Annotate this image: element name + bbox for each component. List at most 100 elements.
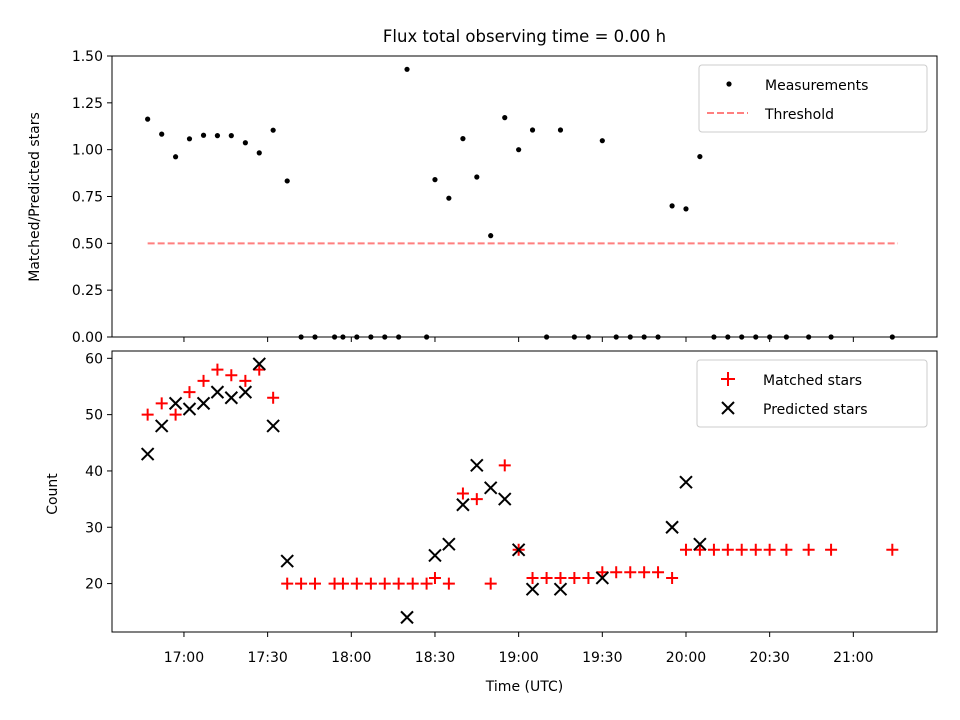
measurement-point (404, 66, 410, 72)
measurement-point (159, 131, 165, 137)
matched-star-point (211, 363, 224, 376)
measurement-point (502, 115, 508, 121)
matched-star-point (652, 566, 665, 579)
measurement-point (270, 127, 276, 133)
matched-star-point (679, 543, 692, 556)
measurement-point (488, 233, 494, 239)
matched-star-point (802, 543, 815, 556)
top-y-tick-label: 0.75 (72, 190, 103, 206)
predicted-star-point (182, 402, 197, 416)
predicted-star-point (238, 385, 253, 399)
predicted-star-point (498, 492, 512, 506)
matched-star-point (267, 391, 280, 404)
matched-star-point (295, 577, 308, 590)
measurement-point (516, 147, 522, 153)
matched-star-point (392, 577, 405, 590)
bottom-y-tick-label: 60 (85, 351, 103, 367)
legend-measurements-label: Measurements (765, 78, 868, 94)
matched-star-point (406, 577, 419, 590)
predicted-star-point (665, 520, 679, 534)
bottom-y-tick-label: 20 (85, 577, 103, 593)
measurement-point (432, 177, 438, 183)
matched-star-point (582, 571, 595, 584)
bottom-x-tick-label: 17:30 (247, 650, 287, 666)
matched-star-point (197, 374, 210, 387)
matched-star-point (470, 493, 483, 506)
top-panel: Flux total observing time = 0.00 h Match… (27, 27, 938, 346)
measurement-point (697, 153, 703, 160)
matched-star-point (596, 566, 609, 579)
bottom-y-tick-label: 50 (85, 408, 103, 424)
predicted-star-point (693, 537, 707, 551)
matched-star-point (420, 577, 433, 590)
legend-measurements-marker (726, 81, 732, 87)
measurement-point (186, 136, 193, 142)
predicted-star-point (266, 419, 280, 433)
matched-star-point (825, 543, 838, 556)
chart-title: Flux total observing time = 0.00 h (383, 27, 666, 46)
predicted-star-point (224, 391, 239, 405)
measurement-point (557, 127, 564, 133)
bottom-marks (140, 357, 899, 625)
matched-star-point (707, 543, 720, 556)
measurement-point (214, 133, 221, 139)
matched-star-point (336, 577, 349, 590)
top-y-tick-label: 1.00 (72, 143, 103, 159)
matched-star-point (239, 374, 252, 387)
predicted-star-point (154, 419, 169, 433)
bottom-x-tick-label: 18:00 (331, 650, 371, 666)
matched-star-point (610, 566, 623, 579)
predicted-star-point (470, 458, 484, 473)
predicted-star-point (140, 447, 155, 461)
measurement-point (460, 136, 466, 142)
bottom-y-tick-label: 30 (85, 520, 103, 536)
matched-star-point (253, 363, 266, 376)
predicted-star-point (168, 396, 183, 411)
bottom-x-tick-label: 18:30 (415, 650, 455, 666)
predicted-star-point (525, 582, 540, 596)
matched-star-point (498, 459, 511, 472)
predicted-star-point (456, 498, 470, 512)
measurement-point (145, 116, 151, 122)
legend-predicted-label: Predicted stars (763, 402, 868, 418)
matched-star-point (554, 571, 567, 584)
measurement-point (474, 174, 480, 180)
predicted-star-point (400, 610, 414, 625)
predicted-star-point (553, 582, 568, 596)
bottom-x-tick-label: 20:30 (749, 650, 789, 666)
measurement-point (242, 140, 248, 146)
measurement-point (200, 132, 207, 138)
matched-star-point (666, 571, 679, 584)
top-y-tick-label: 0.00 (72, 330, 103, 346)
matched-star-point (378, 577, 391, 590)
matched-star-point (526, 571, 539, 584)
matched-star-point (364, 577, 377, 590)
measurement-point (172, 154, 179, 160)
legend-threshold-label: Threshold (764, 107, 834, 123)
predicted-star-point (210, 385, 225, 399)
matched-star-point (749, 543, 762, 556)
legend-matched-marker (721, 372, 735, 386)
top-marks (145, 66, 899, 340)
legend-predicted-marker (721, 401, 735, 415)
predicted-star-point (196, 396, 211, 411)
predicted-star-point (483, 481, 498, 495)
matched-star-point (735, 543, 748, 556)
predicted-star-point (252, 357, 266, 371)
predicted-star-point (511, 543, 526, 557)
matched-star-point (350, 577, 363, 590)
predicted-star-point (679, 475, 693, 489)
top-legend-box (698, 64, 928, 133)
matched-star-point (780, 543, 793, 556)
bottom-legend: Matched stars Predicted stars (696, 359, 928, 428)
predicted-star-point (595, 571, 610, 585)
bottom-y-tick-label: 40 (85, 464, 103, 480)
measurement-point (256, 150, 262, 156)
measurement-point (599, 138, 605, 144)
top-y-tick-label: 0.50 (72, 236, 103, 252)
bottom-y-axis-label: Count (45, 473, 61, 515)
top-y-tick-label: 1.25 (72, 96, 103, 112)
matched-star-point (540, 571, 553, 584)
x-axis-label: Time (UTC) (485, 679, 563, 695)
matched-star-point (155, 397, 168, 410)
